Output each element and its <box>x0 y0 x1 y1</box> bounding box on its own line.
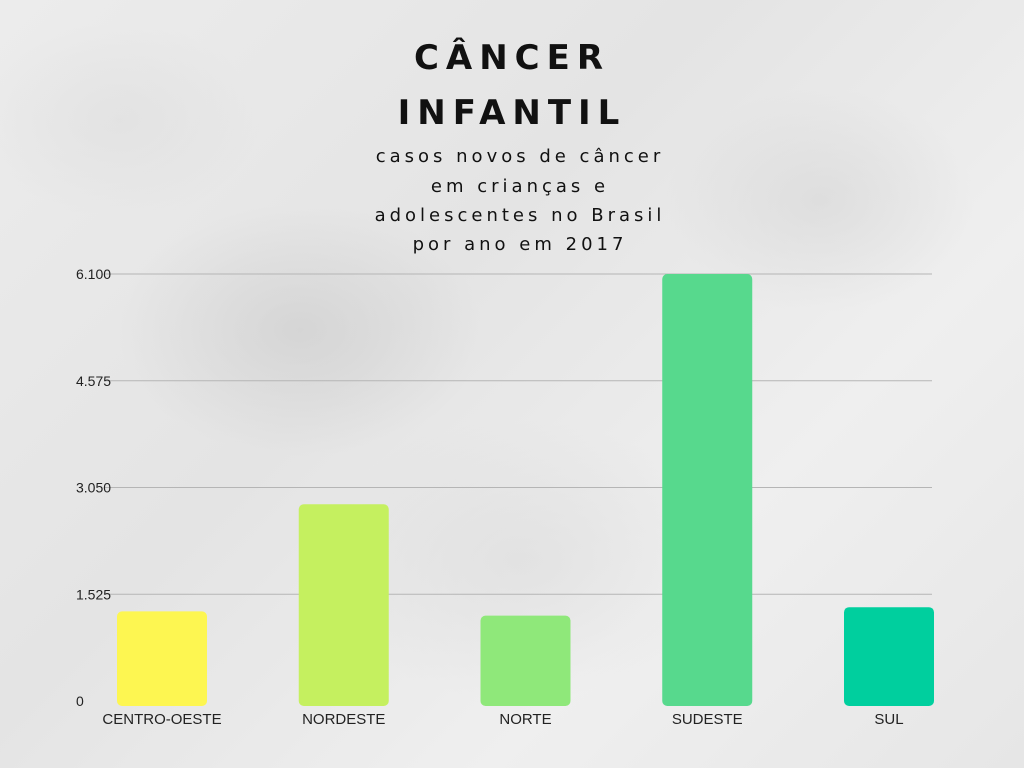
chart-subtitle-line-4: por ano em 2017 <box>412 234 628 255</box>
bar-centro-oeste <box>117 611 207 706</box>
y-tick-label: 1.525 <box>76 586 111 602</box>
gridlines <box>105 273 932 595</box>
chart-title-line-1: CÂNCER <box>413 38 611 78</box>
bar-norte <box>480 615 571 706</box>
chart-subtitle-line-1: casos novos de câncer <box>375 146 665 167</box>
x-tick-label: NORDESTE <box>302 711 385 728</box>
x-tick-label: CENTRO-OESTE <box>102 711 221 728</box>
x-axis-tick-labels: CENTRO-OESTE NORDESTE NORTE SUDESTE SUL <box>102 711 903 728</box>
bar-sudeste <box>662 274 753 706</box>
chart-subtitle-line-2: em crianças e <box>430 176 610 197</box>
y-tick-label: 3.050 <box>76 480 111 496</box>
x-tick-label: NORTE <box>499 711 551 728</box>
y-axis-tick-labels: 0 1.525 3.050 4.575 6.100 <box>76 266 111 709</box>
x-tick-label: SUDESTE <box>672 711 743 728</box>
bar-nordeste <box>298 504 389 706</box>
y-tick-label: 6.100 <box>76 266 111 282</box>
x-tick-label: SUL <box>874 711 903 728</box>
chart-title-line-2: INFANTIL <box>397 93 627 133</box>
chart-subtitle-line-3: adolescentes no Brasil <box>374 205 666 226</box>
y-tick-label: 0 <box>76 693 84 709</box>
bars <box>117 274 934 706</box>
y-tick-label: 4.575 <box>76 373 111 389</box>
bar-sul <box>844 607 934 706</box>
